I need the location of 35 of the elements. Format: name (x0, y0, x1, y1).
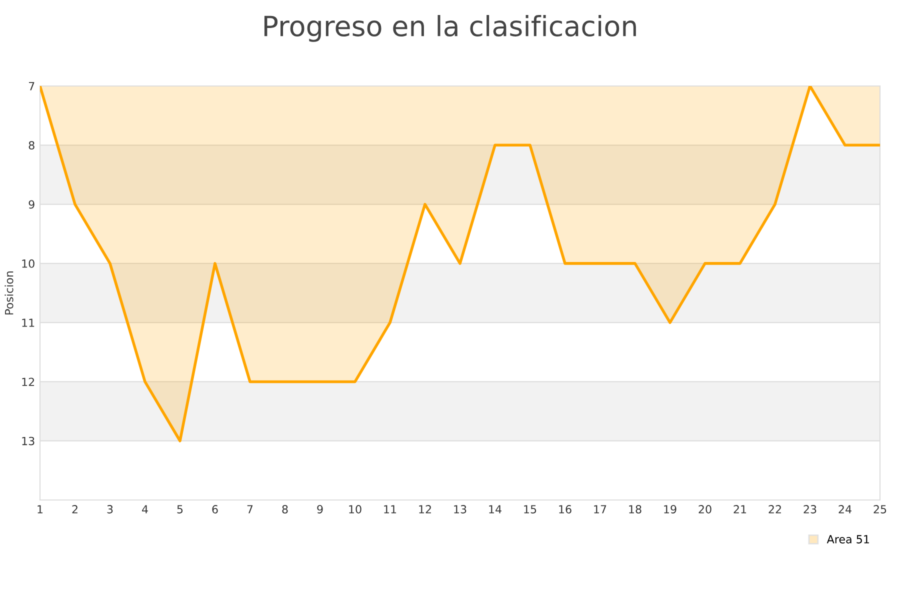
x-tick-label: 3 (107, 505, 113, 514)
x-tick-label: 16 (559, 505, 572, 514)
x-tick-label: 15 (524, 505, 536, 514)
x-tick-label: 7 (247, 505, 253, 514)
y-tick-label: 12 (22, 378, 34, 386)
y-tick-label: 7 (28, 82, 34, 90)
x-tick-label: 12 (419, 505, 431, 514)
x-tick-label: 2 (72, 505, 78, 514)
x-tick-label: 17 (594, 505, 606, 514)
x-tick-label: 23 (804, 505, 816, 514)
x-tick-label: 25 (874, 505, 886, 514)
x-tick-label: 24 (838, 505, 852, 514)
y-tick-label: 8 (28, 141, 34, 150)
x-tick-label: 6 (212, 505, 218, 514)
x-tick-label: 22 (768, 505, 781, 514)
x-tick-label: 11 (384, 505, 396, 514)
legend-label: Area 51 (826, 535, 869, 544)
x-tick-label: 9 (317, 505, 323, 514)
y-tick-label: 11 (22, 318, 34, 327)
x-tick-label: 10 (349, 505, 362, 514)
x-tick-label: 19 (664, 505, 676, 514)
x-tick-label: 4 (142, 505, 148, 514)
x-tick-label: 5 (177, 505, 183, 514)
y-axis-title: Posicion (4, 271, 14, 314)
x-tick-label: 8 (282, 505, 288, 514)
x-tick-label: 1 (38, 505, 43, 514)
x-tick-label: 20 (698, 505, 712, 514)
x-tick-label: 21 (734, 505, 746, 514)
chart-title: Progreso en la clasificacion (264, 15, 636, 42)
x-tick-label: 18 (629, 505, 642, 514)
x-tick-label: 14 (489, 505, 502, 514)
y-tick-label: 13 (22, 436, 34, 446)
y-tick-label: 9 (28, 200, 34, 209)
x-tick-label: 13 (454, 505, 466, 514)
y-tick-label: 10 (22, 259, 34, 268)
